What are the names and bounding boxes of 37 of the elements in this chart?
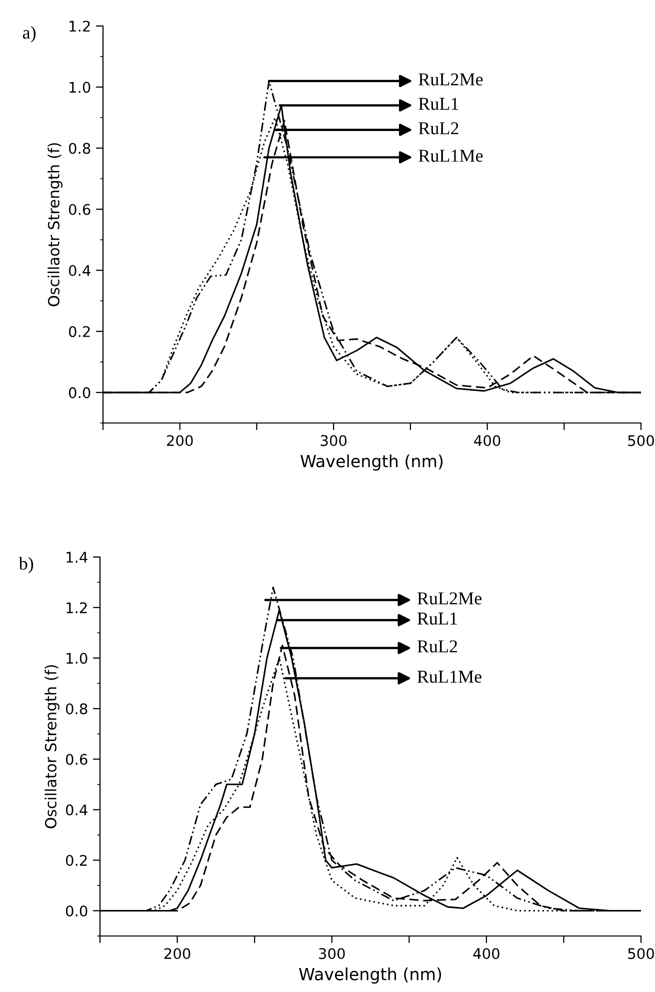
- y-tick-label: 1.0: [66, 652, 88, 664]
- y-tick-label: 0.8: [66, 703, 88, 714]
- annotation: RuL1: [417, 612, 457, 625]
- y-tick-label: 0.2: [66, 854, 87, 866]
- y-tick-label: 0.4: [68, 265, 90, 276]
- y-tick-label: 0.4: [66, 804, 88, 816]
- x-tick-label: 200: [164, 948, 190, 960]
- x-tick-label: 300: [320, 435, 347, 446]
- annotation: RuL2Me: [418, 73, 483, 86]
- y-tick-label: 1.2: [70, 20, 90, 32]
- x-axis-title: Wavelength (nm): [300, 454, 443, 471]
- x-axis-title: Wavelength (nm): [299, 967, 442, 984]
- y-axis-title: Oscillator Strength (f): [44, 665, 60, 828]
- y-tick-label: 1.0: [70, 82, 90, 93]
- annotation: RuL2: [418, 122, 458, 134]
- y-axis-title: Oscillaotr Strength (f): [48, 143, 62, 306]
- y-tick-label: 0.2: [68, 326, 90, 338]
- x-tick-label: 300: [319, 948, 345, 960]
- annotation: RuL2: [417, 640, 458, 652]
- chart-title: a): [22, 26, 36, 42]
- y-tick-label: 0.6: [66, 754, 88, 765]
- x-tick-label: 500: [628, 948, 654, 960]
- y-tick-label: 0.0: [66, 905, 88, 916]
- y-tick-label: 0.8: [68, 142, 90, 154]
- x-tick-label: 200: [167, 435, 193, 446]
- annotation: RuL2Me: [417, 592, 482, 604]
- y-tick-label: 0.0: [68, 387, 90, 398]
- x-tick-label: 400: [474, 435, 500, 446]
- annotation: RuL1Me: [417, 670, 482, 683]
- x-tick-label: 500: [628, 435, 654, 446]
- x-tick-label: 400: [473, 948, 500, 960]
- annotation: RuL1: [418, 98, 458, 110]
- annotation: RuL1Me: [418, 150, 483, 162]
- y-tick-label: 1.2: [66, 602, 87, 614]
- chart-title: b): [18, 557, 34, 574]
- y-tick-label: 0.6: [68, 204, 90, 215]
- y-tick-label: 1.4: [66, 552, 88, 563]
